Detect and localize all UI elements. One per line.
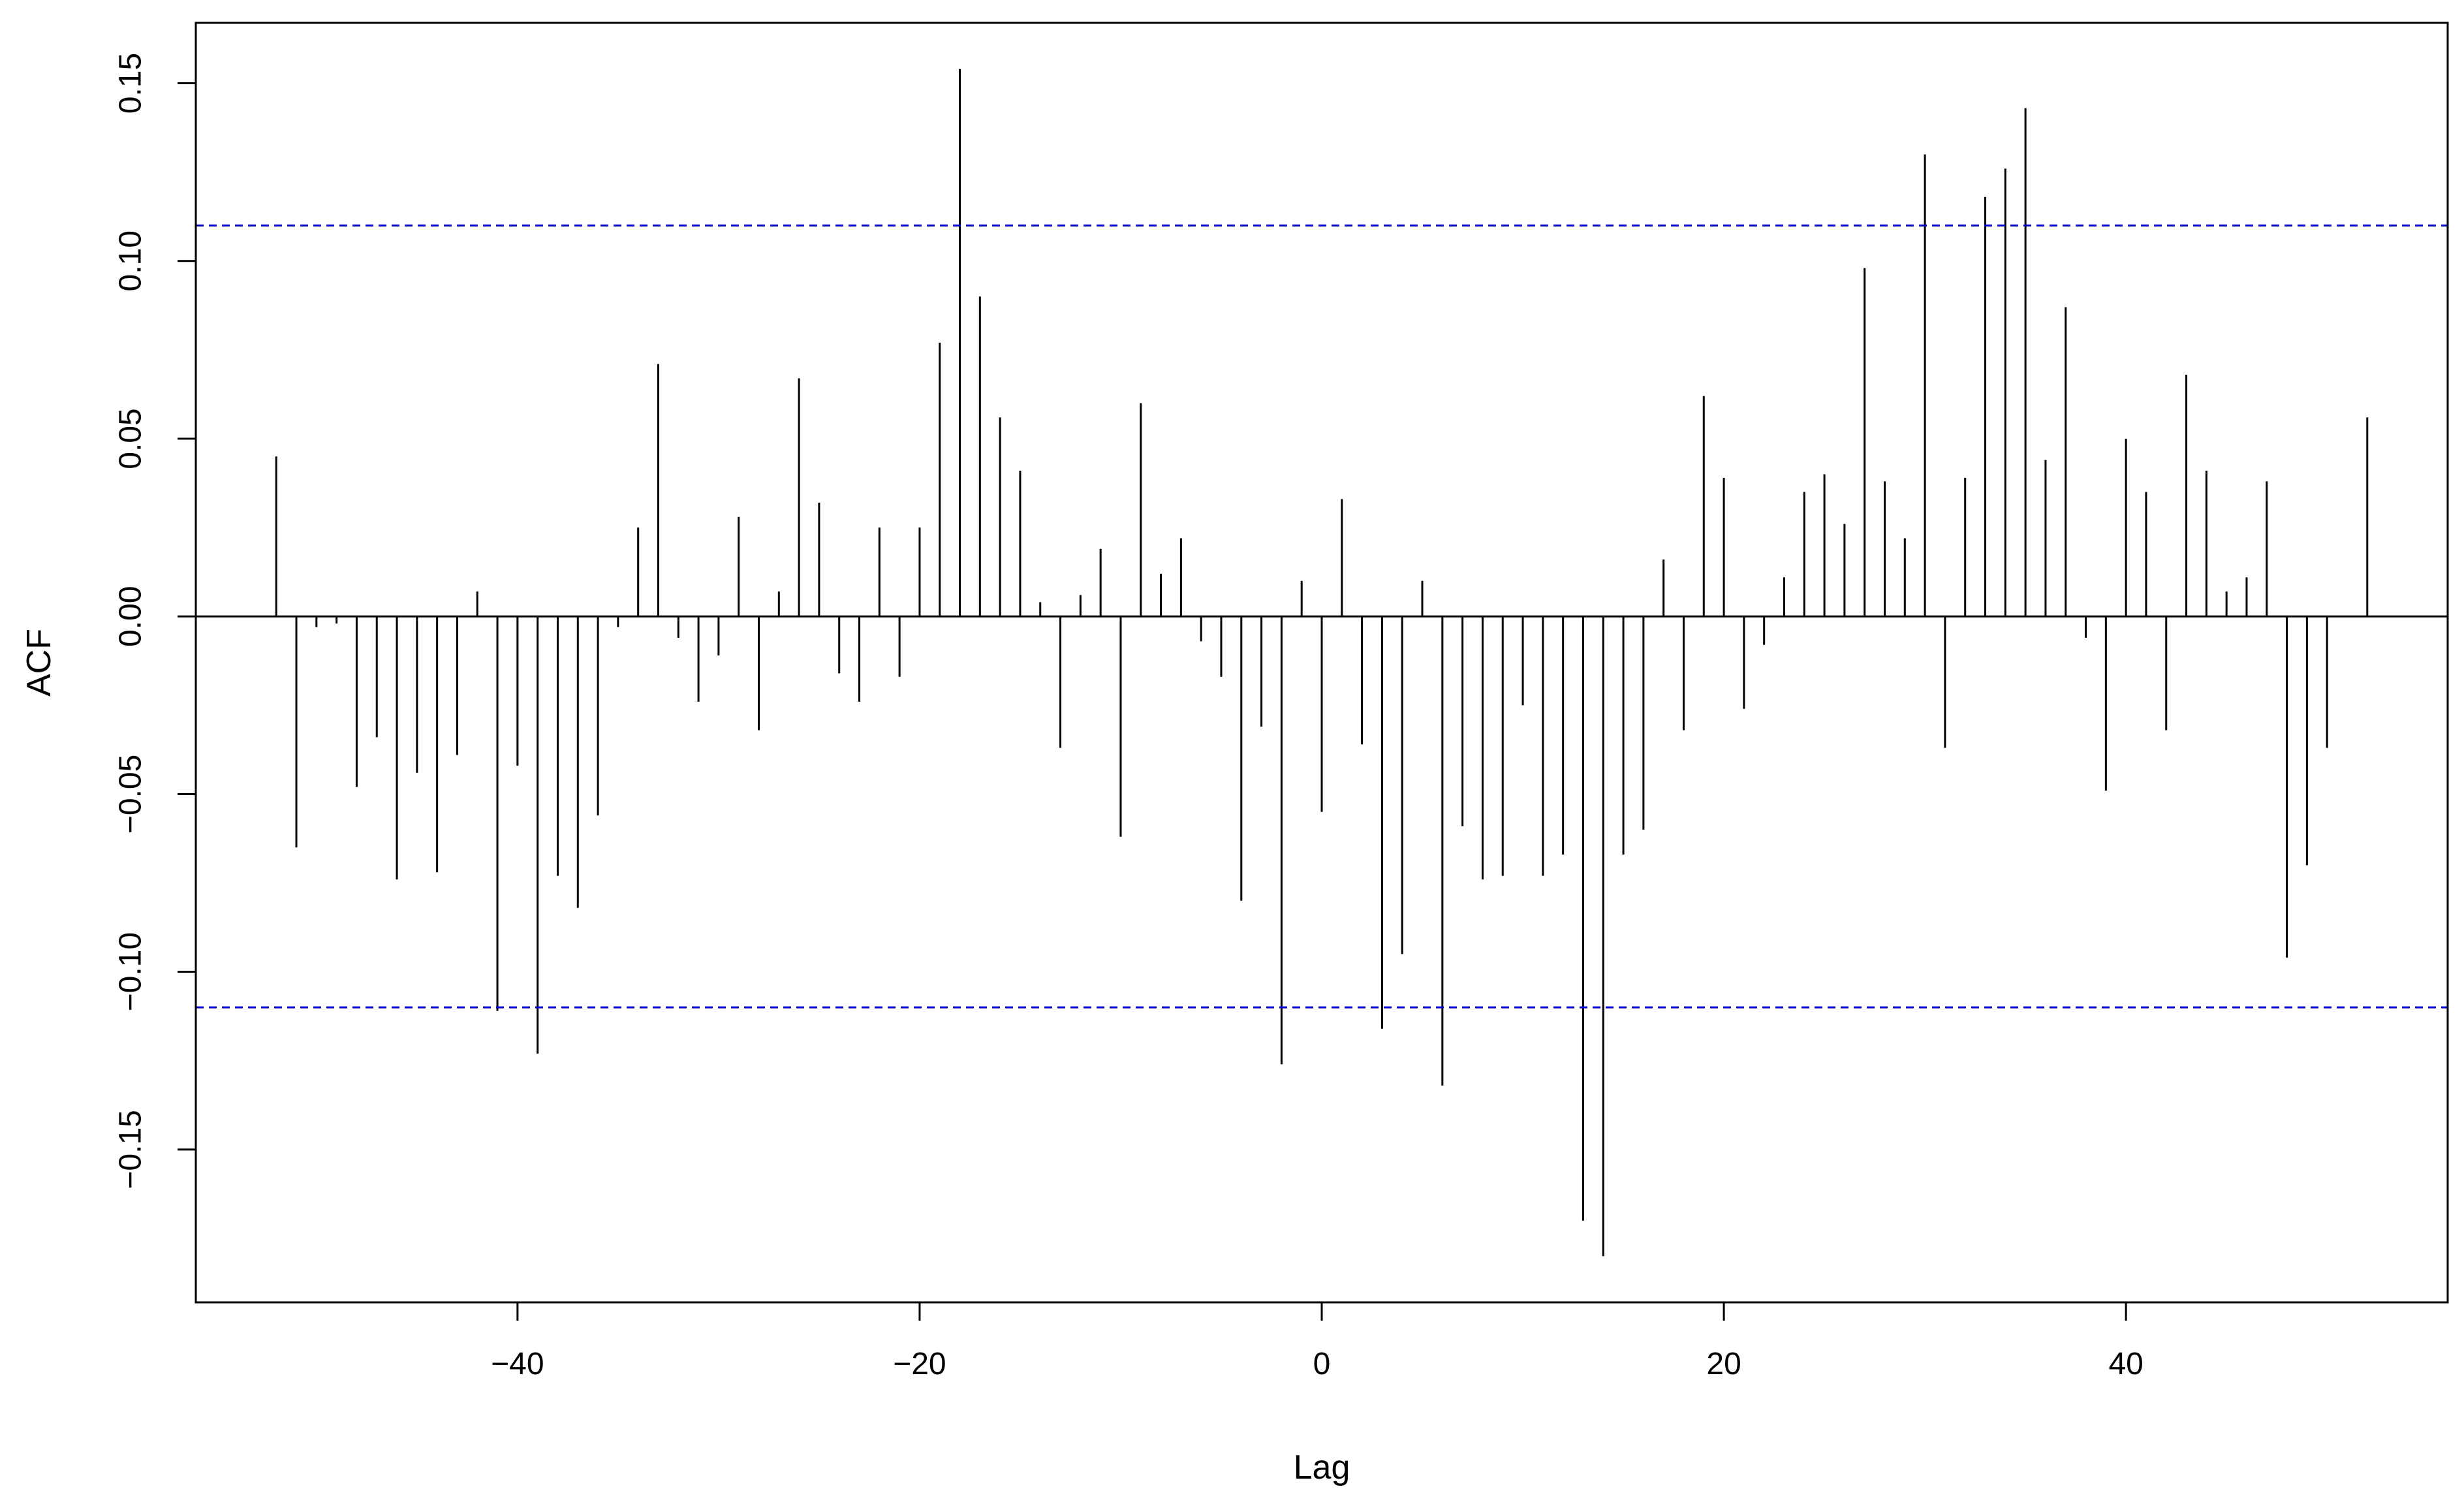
x-axis-title: Lag [1294,1449,1350,1486]
confidence-bounds [196,224,2448,1009]
x-tick-label: −20 [893,1347,946,1381]
y-tick-label: −0.15 [114,1110,148,1189]
x-axis: −40 −20 0 20 40 [491,1302,2144,1381]
y-tick-label: 0.05 [114,408,148,469]
y-axis-title: ACF [20,629,58,697]
y-tick-label: 0.00 [114,586,148,647]
x-tick-label: 20 [1706,1347,1741,1381]
y-tick-label: −0.05 [114,755,148,834]
stems-group [275,69,2369,1257]
y-tick-label: 0.15 [114,53,148,114]
x-tick-label: −40 [491,1347,544,1381]
x-tick-label: 0 [1313,1347,1331,1381]
x-tick-label: 40 [2108,1347,2143,1381]
y-tick-label: −0.10 [114,932,148,1011]
y-axis: −0.15 −0.10 −0.05 0.00 0.05 0.10 0.15 [114,53,196,1189]
y-tick-label: 0.10 [114,230,148,291]
